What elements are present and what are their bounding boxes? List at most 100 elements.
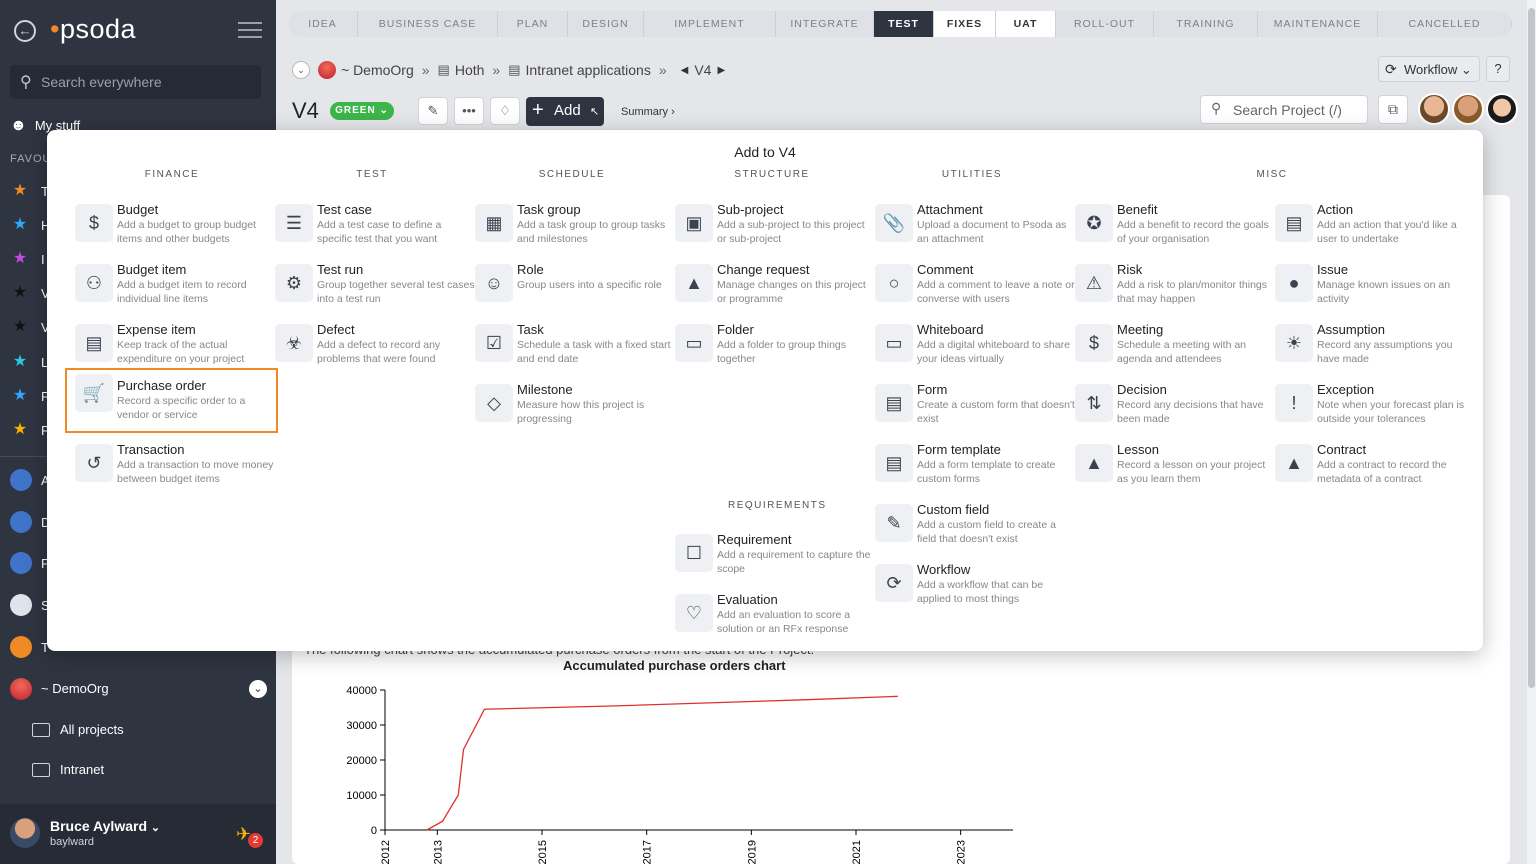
add-transaction-option[interactable]: ↺ Transaction Add a transaction to move mo… [75, 442, 273, 500]
add-budget-item-option[interactable]: ⚇ Budget item Add a budget item to record … [75, 262, 271, 320]
add-lesson-option[interactable]: ▲ Lesson Record a lesson on your project a… [1075, 442, 1271, 500]
user-name[interactable]: Bruce Aylward ⌄ [50, 818, 161, 834]
stage-integrate[interactable]: INTEGRATE [776, 11, 874, 37]
back-arrow-icon[interactable]: ← [14, 20, 36, 42]
add-assumption-option[interactable]: ☀ Assumption Record any assumptions you ha… [1275, 322, 1471, 380]
stage-training[interactable]: TRAINING [1154, 11, 1258, 37]
breadcrumb-org[interactable]: ~ DemoOrg [341, 62, 414, 78]
summary-link[interactable]: Summary › [621, 106, 675, 118]
next-arrow-icon[interactable]: ▶ [717, 64, 726, 76]
psoda-logo[interactable]: •psoda [50, 14, 137, 44]
collapse-menu-icon[interactable] [238, 22, 262, 43]
add-meeting-option[interactable]: $ Meeting Schedule a meeting with an agend… [1075, 322, 1271, 380]
add-issue-option[interactable]: ● Issue Manage known issues on an activity [1275, 262, 1471, 320]
status-badge[interactable]: GREEN ⌄ [330, 102, 394, 120]
more-button[interactable]: ••• [454, 97, 484, 125]
app-item[interactable]: T [41, 640, 49, 655]
add-attachment-option[interactable]: 📎 Attachment Upload a document to Psoda as… [875, 202, 1071, 260]
app-item[interactable]: S [41, 598, 50, 613]
favourite-item[interactable]: T [41, 184, 49, 199]
star-icon: ★ [12, 250, 28, 267]
chevron-down-icon[interactable]: ⌄ [292, 61, 310, 79]
add-action-option[interactable]: ▤ Action Add an action that you'd like a u… [1275, 202, 1471, 260]
stage-uat[interactable]: UAT [996, 11, 1056, 37]
stage-business-case[interactable]: BUSINESS CASE [358, 11, 498, 37]
stage-plan[interactable]: PLAN [498, 11, 568, 37]
page-scrollbar[interactable] [1527, 0, 1536, 864]
add-whiteboard-option[interactable]: ▭ Whiteboard Add a digital whiteboard to s… [875, 322, 1071, 380]
medal-icon: ✪ [1075, 204, 1113, 242]
help-button[interactable]: ? [1486, 56, 1510, 82]
global-search-input[interactable]: ⚲ Search everywhere [10, 65, 261, 99]
add-workflow-option[interactable]: ⟳ Workflow Add a workflow that can be appl… [875, 562, 1071, 620]
add-folder-option[interactable]: ▭ Folder Add a folder to group things toge… [675, 322, 871, 380]
app-item[interactable]: A [41, 473, 50, 488]
add-sub-project-option[interactable]: ▣ Sub-project Add a sub-project to this pr… [675, 202, 871, 260]
project-search-input[interactable]: ⚲ Search Project (/) [1200, 95, 1368, 124]
favourite-item[interactable]: V [41, 286, 50, 301]
stage-test[interactable]: TEST [874, 11, 934, 37]
workflow-button[interactable]: ⟳ Workflow ⌄ [1378, 56, 1480, 82]
add-test-case-option[interactable]: ☰ Test case Add a test case to define a sp… [275, 202, 471, 260]
add-purchase-order-option[interactable]: 🛒 Purchase order Record a specific order t… [65, 368, 278, 433]
avatar[interactable] [1452, 93, 1484, 125]
previous-arrow-icon[interactable]: ◀ [680, 64, 689, 76]
add-decision-option[interactable]: ⇅ Decision Record any decisions that have … [1075, 382, 1271, 440]
avatar[interactable] [1418, 93, 1450, 125]
favourite-item[interactable]: L [41, 355, 49, 370]
avatar[interactable] [1486, 93, 1518, 125]
stage-idea[interactable]: IDEA [288, 11, 358, 37]
add-evaluation-option[interactable]: ♡ Evaluation Add an evaluation to score a … [675, 592, 871, 650]
stage-cancelled[interactable]: CANCELLED [1378, 11, 1512, 37]
favourite-item[interactable]: H [41, 218, 51, 233]
stage-roll-out[interactable]: ROLL-OUT [1056, 11, 1154, 37]
app-item[interactable]: D [41, 515, 51, 530]
tag-button[interactable]: ♢ [490, 97, 520, 125]
add-contract-option[interactable]: ▲ Contract Add a contract to record the me… [1275, 442, 1471, 500]
add-test-run-option[interactable]: ⚙ Test run Group together several test cas… [275, 262, 475, 320]
add-milestone-option[interactable]: ◇ Milestone Measure how this project is pr… [475, 382, 671, 440]
add-defect-option[interactable]: ☣ Defect Add a defect to record any proble… [275, 322, 471, 380]
org-name[interactable]: ~ DemoOrg [41, 681, 109, 696]
favourite-item[interactable]: P [41, 423, 50, 438]
add-requirement-option[interactable]: ☐ Requirement Add a requirement to capture… [675, 532, 871, 590]
add-risk-option[interactable]: ⚠ Risk Add a risk to plan/monitor things t… [1075, 262, 1271, 320]
add-button[interactable]: + Add ↖ [526, 97, 604, 126]
stage-design[interactable]: DESIGN [568, 11, 644, 37]
favourite-item[interactable]: I [41, 252, 45, 267]
star-icon: ★ [12, 182, 28, 199]
option-name: Risk [1117, 262, 1143, 277]
all-projects-link[interactable]: All projects [60, 722, 124, 737]
avatar[interactable] [10, 818, 40, 848]
breadcrumb-level2[interactable]: Intranet applications [525, 62, 651, 78]
app-item[interactable]: P [41, 556, 50, 571]
notification-bell-icon[interactable]: ✈ [236, 824, 252, 844]
add-form-option[interactable]: ▤ Form Create a custom form that doesn't e… [875, 382, 1075, 440]
chevron-down-icon[interactable]: ⌄ [249, 680, 267, 698]
add-budget-option[interactable]: $ Budget Add a budget to group budget item… [75, 202, 271, 260]
add-custom-field-option[interactable]: ✎ Custom field Add a custom field to creat… [875, 502, 1071, 560]
add-change-request-option[interactable]: ▲ Change request Manage changes on this pr… [675, 262, 871, 320]
favourite-item[interactable]: V [41, 320, 50, 335]
add-task-group-option[interactable]: ▦ Task group Add a task group to group tas… [475, 202, 671, 260]
add-task-option[interactable]: ☑ Task Schedule a task with a fixed start … [475, 322, 671, 380]
intranet-link[interactable]: Intranet [60, 762, 105, 777]
add-comment-option[interactable]: ○ Comment Add a comment to leave a note or… [875, 262, 1075, 320]
y-tick-label: 0 [371, 825, 377, 837]
transaction-icon: ↺ [75, 444, 113, 482]
add-benefit-option[interactable]: ✪ Benefit Add a benefit to record the goal… [1075, 202, 1271, 260]
add-exception-option[interactable]: ! Exception Note when your forecast plan i… [1275, 382, 1471, 440]
cursor-icon: ↖ [590, 106, 600, 118]
my-stuff-link[interactable]: ☻ My stuff [10, 117, 81, 134]
add-role-option[interactable]: ☺ Role Group users into a specific role [475, 262, 671, 320]
briefcase-icon [32, 723, 50, 737]
add-expense-item-option[interactable]: ▤ Expense item Keep track of the actual ex… [75, 322, 271, 380]
stage-fixes[interactable]: FIXES [934, 11, 996, 37]
favourite-item[interactable]: P [41, 389, 50, 404]
stage-implement[interactable]: IMPLEMENT [644, 11, 776, 37]
edit-button[interactable]: ✎ [418, 97, 448, 125]
add-form-template-option[interactable]: ▤ Form template Add a form template to cre… [875, 442, 1071, 500]
external-link-button[interactable]: ⧉ [1378, 95, 1408, 124]
breadcrumb-level1[interactable]: Hoth [454, 62, 485, 78]
stage-maintenance[interactable]: MAINTENANCE [1258, 11, 1378, 37]
